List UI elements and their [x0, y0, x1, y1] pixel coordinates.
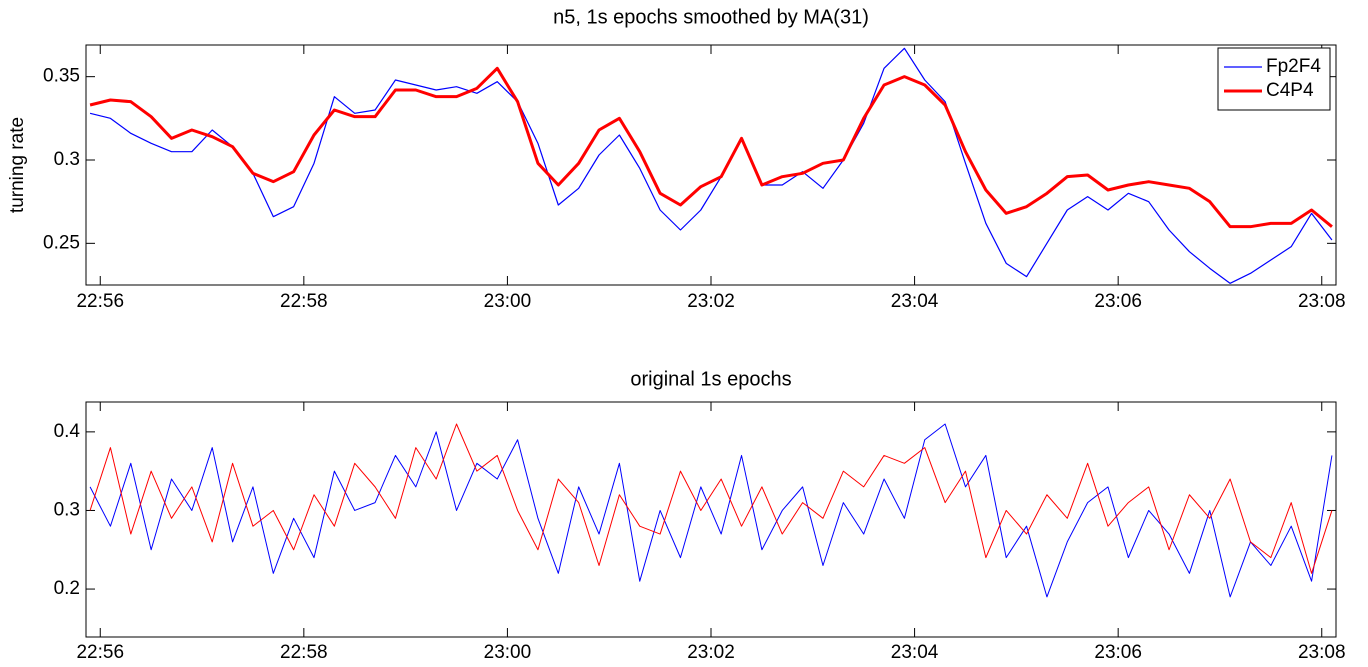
x-tick-label: 22:56	[76, 642, 124, 663]
legend-box	[1217, 47, 1331, 111]
plot-area	[85, 44, 1337, 286]
chart-title: original 1s epochs	[630, 368, 791, 390]
x-tick-label: 23:00	[484, 291, 532, 312]
y-tick-label: 0.3	[54, 499, 80, 520]
y-tick-label: 0.3	[54, 149, 80, 170]
chart-title: n5, 1s epochs smoothed by MA(31)	[553, 6, 869, 28]
y-tick-label: 0.25	[43, 232, 80, 253]
data-line	[89, 66, 1333, 229]
x-tick-label: 23:04	[891, 291, 939, 312]
data-line	[89, 423, 1333, 598]
x-tick-label: 22:58	[280, 642, 328, 663]
x-tick-label: 23:04	[891, 642, 939, 663]
x-tick-label: 23:08	[1298, 291, 1346, 312]
x-tick-label: 22:58	[280, 291, 328, 312]
data-line	[89, 47, 1333, 284]
x-tick-label: 23:06	[1094, 291, 1142, 312]
legend-label: C4P4	[1266, 80, 1314, 101]
legend-label: Fp2F4	[1266, 56, 1321, 77]
x-tick-label: 23:06	[1094, 642, 1142, 663]
plot-area	[85, 401, 1337, 638]
x-tick-label: 23:00	[484, 642, 532, 663]
y-axis-label: turning rate	[7, 117, 28, 213]
x-tick-label: 23:08	[1298, 642, 1346, 663]
y-tick-label: 0.4	[54, 421, 81, 442]
y-tick-label: 0.2	[54, 578, 80, 599]
x-tick-label: 22:56	[76, 291, 124, 312]
x-tick-label: 23:02	[687, 642, 735, 663]
x-tick-label: 23:02	[687, 291, 735, 312]
data-line	[89, 423, 1333, 574]
y-tick-label: 0.35	[43, 66, 80, 87]
